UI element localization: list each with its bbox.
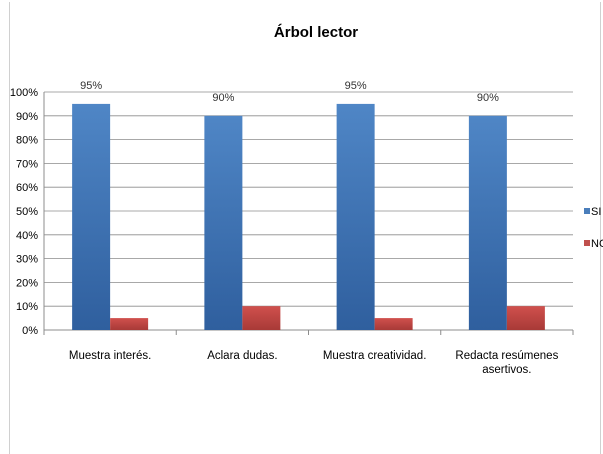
y-tick-label: 100% (10, 87, 38, 99)
y-tick-label: 0% (22, 325, 38, 337)
bar-no (374, 318, 413, 330)
bar-no (110, 318, 149, 330)
chart-frame (9, 2, 601, 454)
bars (72, 103, 545, 331)
category-label: asertivos. (482, 364, 531, 376)
y-tick-label: 10% (16, 301, 38, 313)
y-tick-label: 60% (16, 182, 38, 194)
y-tick-label: 80% (16, 135, 38, 147)
y-tick-label: 70% (16, 158, 38, 170)
y-tick-label: 40% (16, 230, 38, 242)
bar-si (468, 115, 507, 330)
data-label: 90% (477, 92, 499, 104)
bar-si (72, 103, 111, 331)
data-label: 90% (212, 92, 234, 104)
legend: SI NO (584, 206, 603, 250)
category-label: Redacta resúmenes (455, 350, 558, 362)
legend-label-si: SI (591, 206, 601, 218)
legend-label-no: NO (591, 238, 603, 250)
legend-swatch-si (584, 208, 590, 214)
category-label: Aclara dudas. (207, 350, 277, 362)
bar-si (336, 103, 375, 331)
chart-title: Árbol lector (274, 24, 358, 41)
data-label: 95% (80, 80, 102, 92)
labels: 95% Muestra interés. 90% Aclara dudas. 95% Mu… (69, 80, 559, 376)
y-tick-label: 50% (16, 206, 38, 218)
y-tick-label: 30% (16, 254, 38, 266)
y-tick-label: 20% (16, 277, 38, 289)
legend-swatch-no (584, 240, 590, 246)
bar-no (506, 306, 545, 330)
bar-no (242, 306, 281, 330)
y-tick-label: 90% (16, 111, 38, 123)
data-label: 95% (345, 80, 367, 92)
category-label: Muestra interés. (69, 350, 151, 362)
bar-si (204, 115, 243, 330)
category-label: Muestra creatividad. (323, 350, 427, 362)
